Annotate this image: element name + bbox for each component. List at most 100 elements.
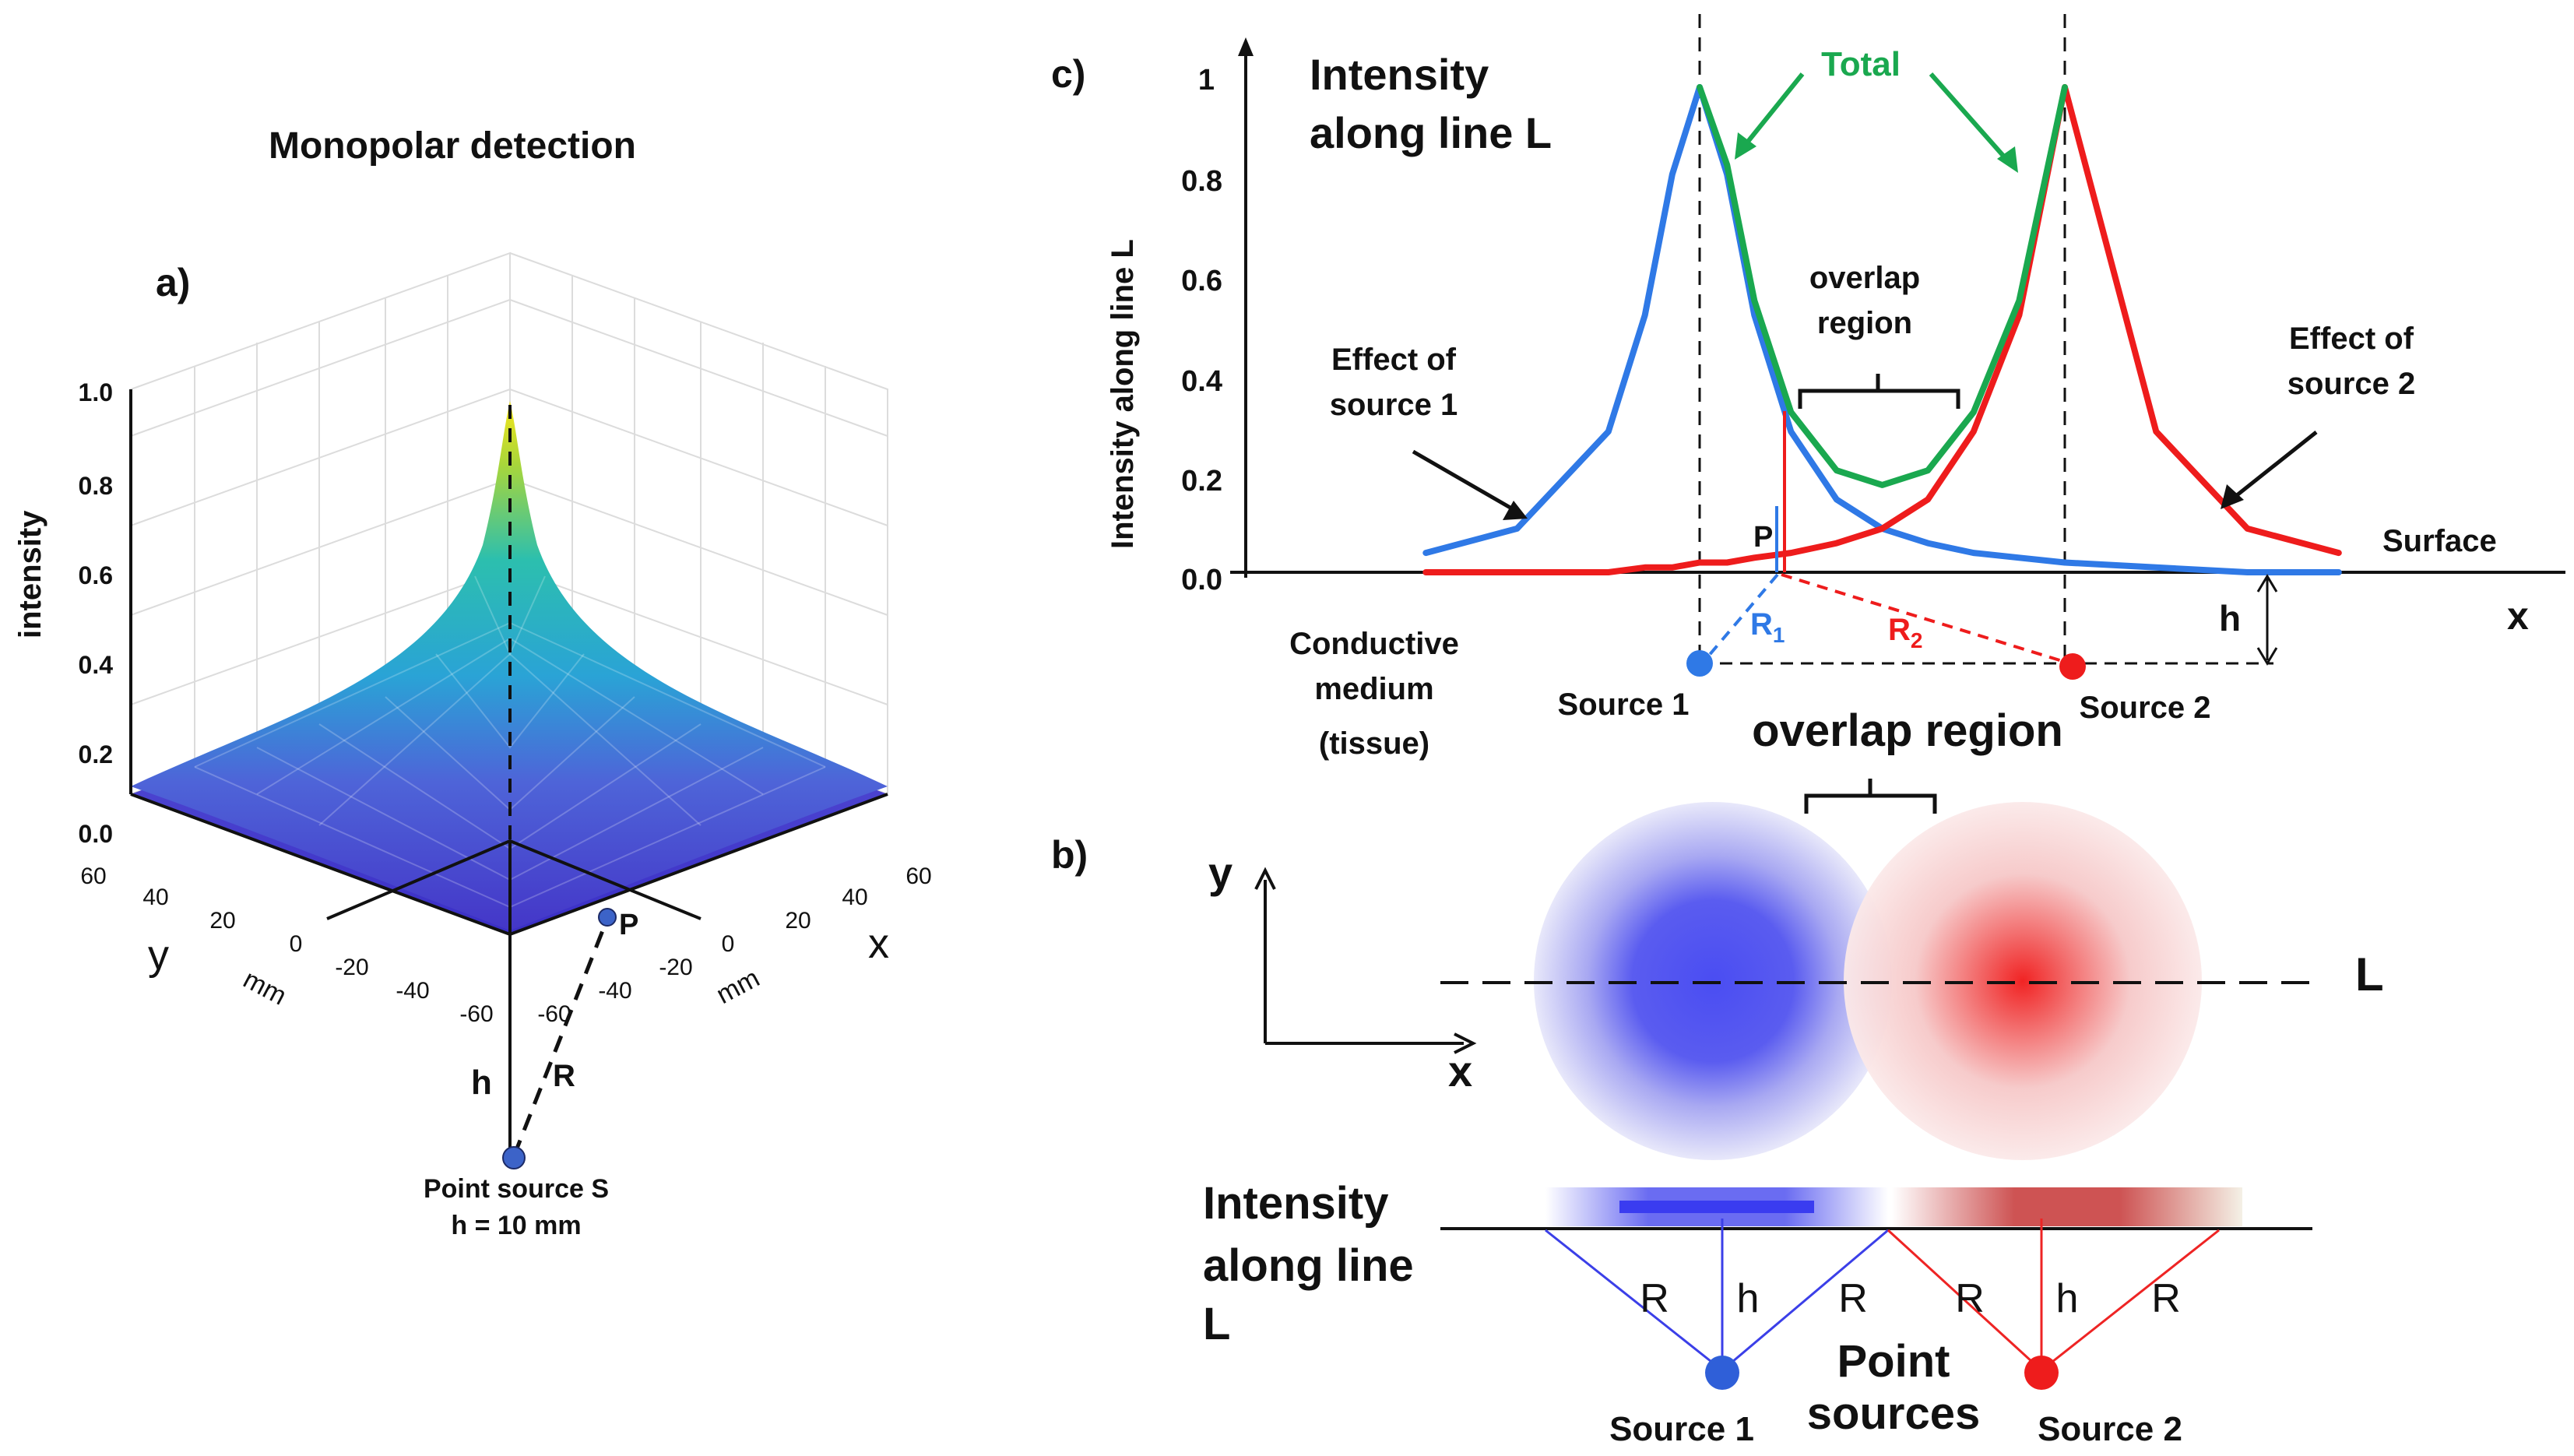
medium-line2: medium — [1314, 672, 1433, 706]
y-tick-label: 0.2 — [1181, 465, 1222, 498]
svg-text:-60: -60 — [537, 1001, 571, 1027]
r2-line — [1781, 573, 2066, 663]
axis-x-b-label: x — [1448, 1046, 1472, 1096]
effect2-line2: source 2 — [2287, 367, 2416, 401]
series-source2-line — [1422, 84, 2342, 575]
svg-text:40: 40 — [142, 885, 168, 910]
intensity-label-line1: Intensity — [1203, 1178, 1389, 1229]
chart-heading-line2: along line L — [1310, 108, 1552, 157]
panel-b-label: b) — [1051, 833, 1088, 877]
svg-text:R: R — [2151, 1276, 2181, 1321]
series-source1-line — [1422, 84, 2342, 575]
svg-text:0.2: 0.2 — [79, 740, 113, 768]
total-label: Total — [1821, 45, 1901, 83]
line-l-label: L — [2355, 948, 2384, 1001]
source1-dot — [1686, 650, 1713, 677]
svg-text:R: R — [1955, 1276, 1985, 1321]
svg-text:60: 60 — [80, 863, 106, 889]
depth-arrow-bottom — [2256, 647, 2278, 666]
axis-x-b-head — [1454, 1032, 1477, 1054]
surface-label: Surface — [2382, 524, 2497, 558]
x-ticks: -60 -40 -20 0 20 40 60 — [537, 863, 931, 1027]
svg-text:h: h — [2056, 1276, 2079, 1321]
svg-text:0.8: 0.8 — [79, 472, 113, 500]
svg-text:-40: -40 — [598, 978, 631, 1004]
intensity-bar-blue-core — [1619, 1201, 1814, 1213]
chart-lines — [1422, 84, 2342, 575]
source2-dot — [2059, 653, 2086, 680]
point-p-label: P — [619, 909, 638, 941]
overlap-brace-b — [1804, 779, 1937, 814]
y-tick-label: 0.6 — [1181, 265, 1222, 297]
overlap-label-line1: overlap — [1809, 261, 1920, 295]
axis-y-b-label: y — [1208, 848, 1232, 897]
chart-y-arrowhead — [1238, 37, 1254, 56]
source2-field — [1844, 802, 2202, 1160]
r2-label: R2 — [1888, 613, 1922, 652]
svg-text:20: 20 — [209, 908, 235, 934]
y-tick-label: 0.8 — [1181, 165, 1222, 198]
y-tick-label: 0.0 — [1181, 564, 1222, 596]
svg-text:-20: -20 — [659, 955, 692, 980]
total-arrow-right — [1929, 72, 2011, 164]
depth-h-label: h — [2219, 598, 2241, 638]
intensity-label-line2: along line — [1203, 1240, 1414, 1291]
point-sources-line1: Point — [1837, 1336, 1950, 1387]
svg-text:40: 40 — [842, 885, 867, 910]
source2-dot-b — [2024, 1356, 2059, 1390]
point-source-caption: Point source S — [424, 1174, 609, 1204]
intensity-label-line3: L — [1203, 1299, 1230, 1349]
svg-text:0.4: 0.4 — [79, 651, 114, 679]
y-unit: mm — [238, 965, 291, 1011]
medium-line1: Conductive — [1289, 627, 1459, 661]
source1-rays — [1545, 1219, 1889, 1372]
intensity-bar-red — [1892, 1187, 2242, 1226]
source1-label-b: Source 1 — [1609, 1410, 1754, 1448]
y-tick-label: 1 — [1198, 64, 1215, 97]
point-p-marker — [598, 908, 617, 927]
chart-heading-line1: Intensity — [1310, 50, 1489, 99]
overlap-label-line2: region — [1817, 306, 1912, 340]
y-tick-label: 0.4 — [1181, 365, 1222, 398]
svg-text:-20: -20 — [335, 955, 368, 980]
axis-y-b-head — [1254, 867, 1276, 890]
svg-text:R: R — [1640, 1276, 1669, 1321]
svg-text:-40: -40 — [396, 978, 429, 1004]
svg-text:h: h — [1737, 1276, 1760, 1321]
total-arrow-right-head — [1997, 146, 2018, 173]
y-ticks: 60 40 20 0 -20 -40 -60 — [80, 863, 493, 1027]
r1-line — [1702, 573, 1779, 663]
total-arrow-left — [1742, 72, 1805, 148]
panel-a-label: a) — [156, 261, 190, 304]
point-p-label-c: P — [1753, 521, 1773, 554]
floor-axes — [129, 389, 888, 1156]
depth-arrow-top — [2256, 574, 2278, 593]
svg-text:1.0: 1.0 — [79, 378, 113, 406]
effect2-arrowhead — [2221, 484, 2244, 509]
z-axis-label: intensity — [13, 510, 47, 638]
svg-text:60: 60 — [905, 863, 931, 889]
y-axis-letter: y — [148, 932, 169, 979]
svg-text:R: R — [1838, 1276, 1868, 1321]
r-line-a — [512, 918, 610, 1157]
panel-b: b) overlap region L y x Intensity along … — [1051, 705, 2384, 1448]
point-source-depth: h = 10 mm — [451, 1211, 581, 1240]
total-arrow-left-head — [1735, 132, 1756, 160]
source2-rays — [1887, 1219, 2220, 1372]
panel-c: c) Intensity along line L Intensity alon… — [1051, 14, 2565, 761]
chart-y-label: Intensity along line L — [1106, 239, 1140, 549]
x-axis-letter: x — [868, 920, 889, 967]
panel-a: a) Monopolar detection — [13, 125, 932, 1240]
source2-label-c: Source 2 — [2080, 691, 2211, 725]
effect2-arrow — [2231, 431, 2318, 500]
series-total-line — [1697, 84, 2068, 488]
effect1-line1: Effect of — [1331, 343, 1457, 377]
source1-label-c: Source 1 — [1558, 688, 1690, 722]
svg-text:20: 20 — [785, 908, 811, 934]
svg-text:-60: -60 — [459, 1001, 493, 1027]
effect1-arrow — [1412, 449, 1516, 512]
panel-c-label: c) — [1051, 52, 1085, 96]
svg-text:0: 0 — [290, 931, 303, 957]
ray-labels: R h R R h R — [1640, 1276, 2181, 1321]
